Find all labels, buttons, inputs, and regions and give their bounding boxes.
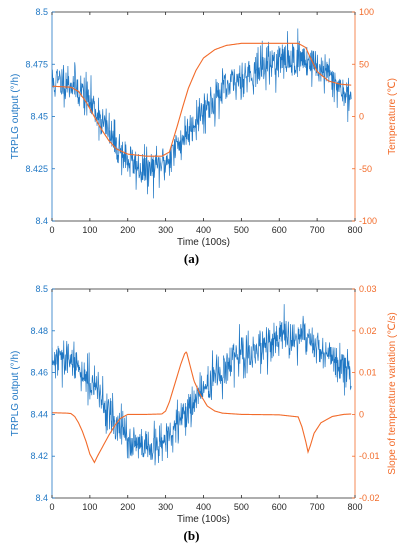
right-tick-label: -0.02	[359, 493, 380, 503]
x-tick-label: 200	[120, 502, 135, 512]
x-tick-label: 800	[347, 225, 362, 235]
x-tick-label: 700	[310, 225, 325, 235]
x-tick-label: 600	[272, 225, 287, 235]
panel-caption: (a)	[184, 251, 199, 266]
series-trplg-output-line	[52, 28, 352, 199]
left-tick-label: 8.48	[30, 326, 48, 336]
x-axis-label: Time (100s)	[177, 237, 230, 248]
x-tick-label: 300	[158, 502, 173, 512]
right-axis-label: Slope of temperature variation (℃/s)	[387, 312, 398, 474]
right-axis-label: Temperature (℃)	[387, 78, 398, 155]
x-axis-label: Time (100s)	[177, 514, 230, 525]
left-tick-label: 8.4	[35, 216, 48, 226]
right-tick-label: 0.01	[359, 368, 377, 378]
left-tick-label: 8.44	[30, 409, 48, 419]
right-tick-label: -50	[359, 164, 372, 174]
chart-panel-b: 0 100 200 300 400 500 600 700 800 8.4 8.42 8.44 8.46…	[10, 284, 398, 543]
right-tick-label: 0	[359, 112, 364, 122]
left-axis-label: TRPLG output (°/h)	[10, 74, 21, 160]
series-right-axis-line	[52, 351, 352, 464]
x-tick-label: 800	[347, 502, 362, 512]
x-tick-label: 400	[196, 502, 211, 512]
left-tick-label: 8.475	[25, 59, 48, 69]
left-tick-label: 8.5	[35, 7, 48, 17]
x-tick-label: 400	[196, 225, 211, 235]
series-trplg-output-line	[52, 304, 352, 466]
x-tick-label: 300	[158, 225, 173, 235]
left-axis-label: TRPLG output (°/h)	[10, 351, 21, 437]
left-tick-label: 8.425	[25, 164, 48, 174]
left-tick-label: 8.4	[35, 493, 48, 503]
left-tick-label: 8.42	[30, 451, 48, 461]
right-tick-label: -100	[359, 216, 377, 226]
x-tick-label: 200	[120, 225, 135, 235]
x-tick-label: 0	[49, 502, 54, 512]
right-tick-label: 0.03	[359, 284, 377, 294]
left-tick-label: 8.46	[30, 368, 48, 378]
x-tick-label: 600	[272, 502, 287, 512]
x-tick-label: 0	[49, 225, 54, 235]
right-tick-label: 50	[359, 59, 369, 69]
x-tick-label: 500	[234, 225, 249, 235]
x-tick-label: 100	[82, 502, 97, 512]
right-tick-label: 0	[359, 409, 364, 419]
right-tick-label: 0.02	[359, 326, 377, 336]
x-tick-label: 100	[82, 225, 97, 235]
right-tick-label: 100	[359, 7, 374, 17]
left-tick-label: 8.5	[35, 284, 48, 294]
right-tick-label: -0.01	[359, 451, 380, 461]
left-tick-label: 8.45	[30, 112, 48, 122]
chart-panel-a: 0 100 200 300 400 500 600 700 8008.48.4258.458.4…	[10, 7, 398, 266]
series-right-axis-line	[52, 42, 352, 157]
x-tick-label: 700	[310, 502, 325, 512]
panel-caption: (b)	[184, 528, 200, 543]
x-tick-label: 500	[234, 502, 249, 512]
